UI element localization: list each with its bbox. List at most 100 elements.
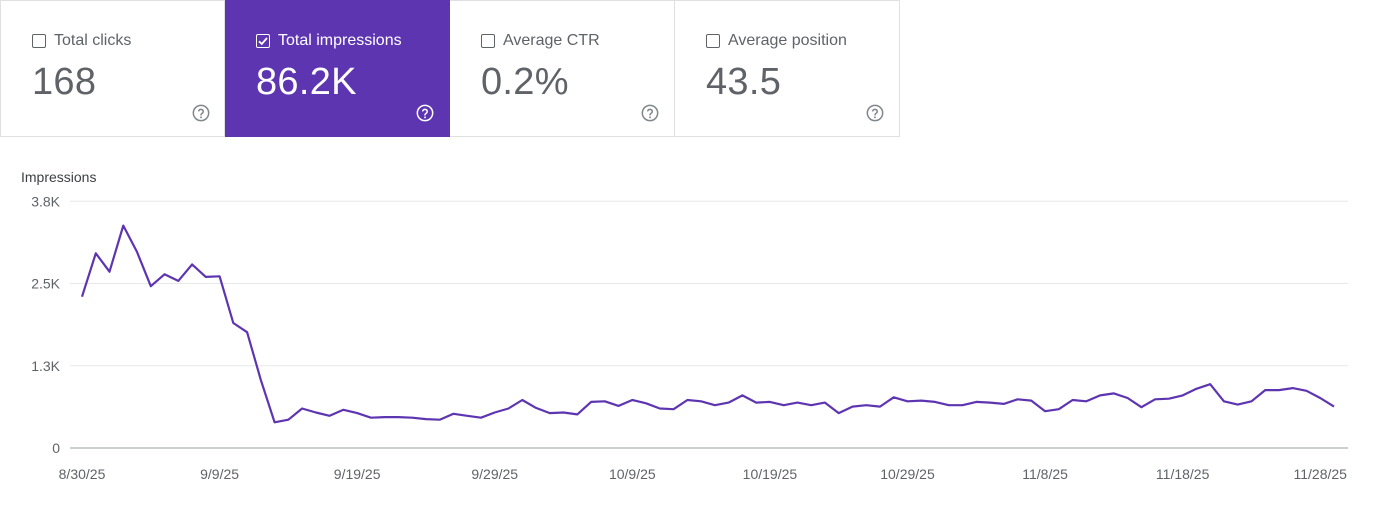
- data-point: [1153, 397, 1157, 401]
- x-tick-label: 9/29/25: [471, 466, 518, 482]
- data-point: [795, 401, 799, 405]
- data-point: [451, 412, 455, 416]
- data-point: [1208, 382, 1212, 386]
- data-point: [286, 418, 290, 422]
- data-point: [163, 272, 167, 276]
- checkbox-checked-icon[interactable]: [256, 34, 270, 48]
- data-point: [1057, 407, 1061, 411]
- data-point: [80, 295, 84, 299]
- data-point: [259, 378, 263, 382]
- data-point: [947, 403, 951, 407]
- data-point: [1304, 389, 1308, 393]
- metric-card-total-clicks[interactable]: Total clicks 168: [0, 0, 225, 137]
- data-point: [548, 411, 552, 415]
- data-point: [644, 401, 648, 405]
- data-point: [176, 279, 180, 283]
- checkbox-icon[interactable]: [481, 34, 495, 48]
- data-point: [383, 415, 387, 419]
- data-point: [699, 399, 703, 403]
- data-point: [465, 414, 469, 418]
- data-point: [355, 411, 359, 415]
- data-point: [1181, 393, 1185, 397]
- data-point: [507, 407, 511, 411]
- data-point: [1332, 405, 1336, 409]
- metric-card-header: Average CTR: [481, 32, 600, 50]
- data-point: [438, 418, 442, 422]
- data-point: [1236, 403, 1240, 407]
- metric-card-average-position[interactable]: Average position 43.5: [675, 0, 900, 137]
- metric-cards: Total clicks 168 Total impressions 86.2K…: [0, 0, 900, 138]
- metric-value: 43.5: [706, 61, 782, 103]
- data-point: [1277, 388, 1281, 392]
- data-point: [672, 407, 676, 411]
- data-point: [424, 417, 428, 421]
- data-point: [1249, 399, 1253, 403]
- data-point: [878, 405, 882, 409]
- x-tick-label: 8/30/25: [59, 466, 106, 482]
- data-point: [1126, 396, 1130, 400]
- metric-label: Average CTR: [503, 32, 600, 49]
- data-point: [782, 403, 786, 407]
- metric-card-average-ctr[interactable]: Average CTR 0.2%: [450, 0, 675, 137]
- x-tick-label: 10/29/25: [880, 466, 935, 482]
- data-point: [892, 395, 896, 399]
- y-tick-label: 0: [52, 440, 60, 456]
- data-point: [603, 399, 607, 403]
- data-point: [740, 393, 744, 397]
- data-point: [1222, 399, 1226, 403]
- data-point: [204, 275, 208, 279]
- y-tick-label: 2.5K: [31, 276, 60, 292]
- metric-label: Average position: [728, 32, 847, 49]
- data-point: [1043, 409, 1047, 413]
- metric-card-header: Total impressions: [256, 32, 402, 50]
- metric-card-total-impressions[interactable]: Total impressions 86.2K: [225, 0, 450, 137]
- data-point: [1071, 398, 1075, 402]
- help-icon[interactable]: [191, 103, 211, 123]
- metric-label: Total impressions: [278, 32, 402, 49]
- metric-label: Total clicks: [54, 32, 132, 49]
- data-point: [919, 399, 923, 403]
- help-icon[interactable]: [640, 103, 660, 123]
- data-point: [300, 407, 304, 411]
- y-tick-label: 1.3K: [31, 358, 60, 374]
- data-point: [410, 416, 414, 420]
- metric-value: 0.2%: [481, 61, 569, 103]
- data-point: [231, 321, 235, 325]
- data-point: [837, 411, 841, 415]
- help-icon[interactable]: [865, 103, 885, 123]
- data-point: [562, 410, 566, 414]
- data-point: [149, 284, 153, 288]
- line-chart: Impressions 0 1.3K 2.5K 3.8K 8/30/25 9/9/25 9/1…: [21, 169, 1348, 482]
- data-point: [589, 400, 593, 404]
- data-point: [369, 416, 373, 420]
- checkbox-icon[interactable]: [706, 34, 720, 48]
- data-point: [1318, 396, 1322, 400]
- data-point: [1263, 388, 1267, 392]
- x-tick-label: 11/18/25: [1156, 466, 1210, 482]
- data-point: [534, 406, 538, 410]
- data-point: [630, 398, 634, 402]
- data-point: [905, 399, 909, 403]
- data-point: [108, 270, 112, 274]
- data-point: [520, 398, 524, 402]
- checkbox-icon[interactable]: [32, 34, 46, 48]
- help-icon[interactable]: [415, 103, 435, 123]
- data-point: [933, 400, 937, 404]
- data-point: [341, 408, 345, 412]
- data-point: [850, 405, 854, 409]
- metric-value: 168: [32, 61, 97, 103]
- data-point: [713, 403, 717, 407]
- data-point: [727, 401, 731, 405]
- data-point: [396, 415, 400, 419]
- data-point: [218, 274, 222, 278]
- data-point: [1167, 397, 1171, 401]
- data-point: [961, 403, 965, 407]
- data-point: [864, 403, 868, 407]
- data-point: [974, 400, 978, 404]
- x-tick-label: 9/9/25: [200, 466, 239, 482]
- data-point: [1098, 393, 1102, 397]
- y-tick-label: 3.8K: [31, 193, 60, 209]
- data-point: [1029, 399, 1033, 403]
- x-tick-label: 10/9/25: [609, 466, 656, 482]
- data-point: [575, 412, 579, 416]
